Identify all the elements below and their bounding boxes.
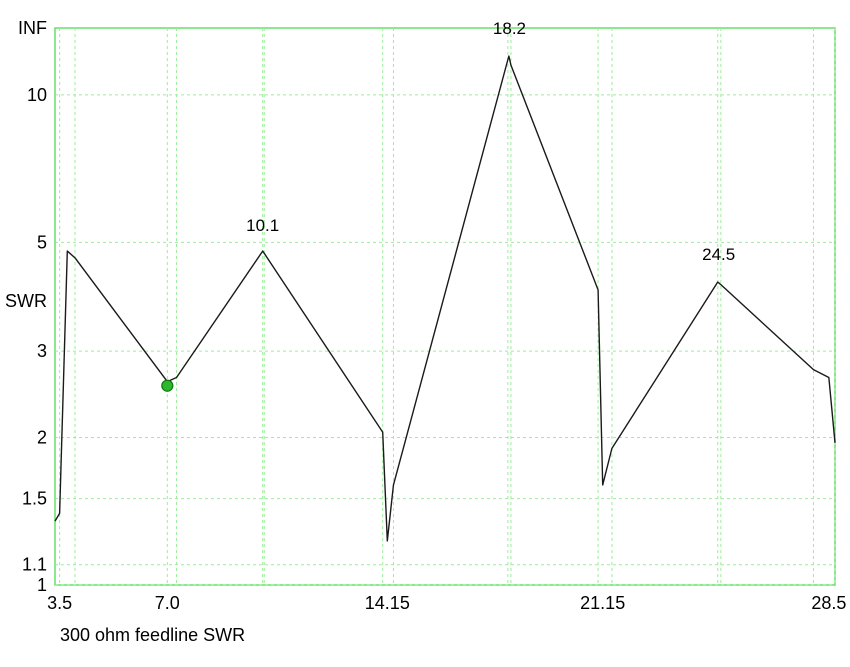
x-tick-label: 28.5 — [811, 593, 846, 613]
x-tick-label: 3.5 — [47, 593, 72, 613]
y-tick-label: 1.1 — [22, 555, 47, 575]
y-tick-label: 3 — [37, 341, 47, 361]
x-tick-label: 7.0 — [155, 593, 180, 613]
y-tick-label: 10 — [27, 85, 47, 105]
y-tick-label: 5 — [37, 232, 47, 252]
y-tick-label: 2 — [37, 427, 47, 447]
y-top-label: INF — [18, 18, 47, 38]
marker-dot — [162, 380, 173, 391]
x-tick-label: 14.15 — [365, 593, 410, 613]
swr-chart: 11.1 1.5 2 3 5 10 INF SWR 3.5 7.0 14.15 21.15 28.5 10… — [0, 0, 850, 667]
x-tick-label: 21.15 — [580, 593, 625, 613]
peak-annotation: 24.5 — [702, 245, 735, 264]
chart-svg: 11.1 1.5 2 3 5 10 INF SWR 3.5 7.0 14.15 21.15 28.5 10… — [0, 0, 850, 667]
y-tick-label: 1.5 — [22, 489, 47, 509]
y-tick-label: 1 — [37, 575, 47, 595]
peak-annotation: 18.2 — [493, 19, 526, 38]
chart-bg — [0, 0, 850, 667]
y-axis-label: SWR — [5, 291, 47, 311]
peak-annotation: 10.1 — [246, 216, 279, 235]
chart-footer: 300 ohm feedline SWR — [60, 625, 245, 645]
